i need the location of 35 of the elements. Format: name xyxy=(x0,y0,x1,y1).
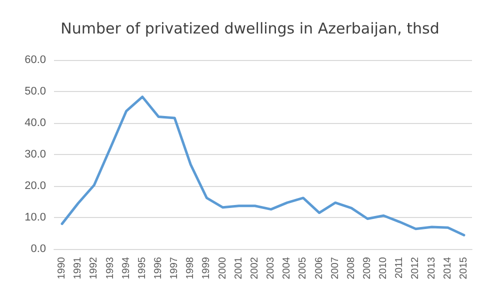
x-tick-label: 2011 xyxy=(394,256,406,279)
line-series xyxy=(60,96,466,236)
y-tick-label: 10.0 xyxy=(24,212,46,224)
x-tick-label: 2015 xyxy=(458,256,470,280)
y-tick-label: 20.0 xyxy=(24,180,46,192)
x-tick-label: 2010 xyxy=(378,256,390,280)
x-tick-label: 2012 xyxy=(410,256,422,280)
x-tick-label: 2003 xyxy=(266,256,277,280)
x-tick-label: 2009 xyxy=(362,256,373,280)
x-tick-label: 2001 xyxy=(233,256,244,280)
y-tick-label: 0.0 xyxy=(30,243,46,255)
x-tick-label: 2004 xyxy=(282,256,293,280)
y-tick-label: 50.0 xyxy=(24,86,46,98)
x-tick-label: 2002 xyxy=(249,256,260,280)
x-tick-label: 1994 xyxy=(120,256,132,280)
x-tick-label: 1992 xyxy=(88,256,100,280)
chart-title: Number of privatized dwellings in Azerbaijan, thsd xyxy=(60,20,440,38)
x-tick-label: 1997 xyxy=(169,256,180,280)
x-tick-label: 1993 xyxy=(104,256,116,280)
x-tick-label: 2014 xyxy=(442,256,454,280)
x-tick-label: 1995 xyxy=(136,256,148,280)
y-tick-label: 30.0 xyxy=(24,148,46,160)
x-tick-label: 1990 xyxy=(56,256,68,280)
y-tick-label: 60.0 xyxy=(24,54,46,66)
x-tick-label: 1999 xyxy=(201,256,212,280)
x-tick-label: 1991 xyxy=(72,256,84,280)
x-tick-label: 2006 xyxy=(314,256,325,280)
x-tick-label: 2013 xyxy=(426,256,438,280)
x-tick-label: 1996 xyxy=(153,256,164,280)
x-tick-label: 2008 xyxy=(346,256,357,280)
x-tick-label: 2007 xyxy=(330,256,341,280)
x-tick-label: 1998 xyxy=(185,256,196,280)
y-tick-label: 40.0 xyxy=(24,117,46,129)
x-tick-label: 2005 xyxy=(298,256,309,280)
x-tick-label: 2000 xyxy=(217,256,228,280)
